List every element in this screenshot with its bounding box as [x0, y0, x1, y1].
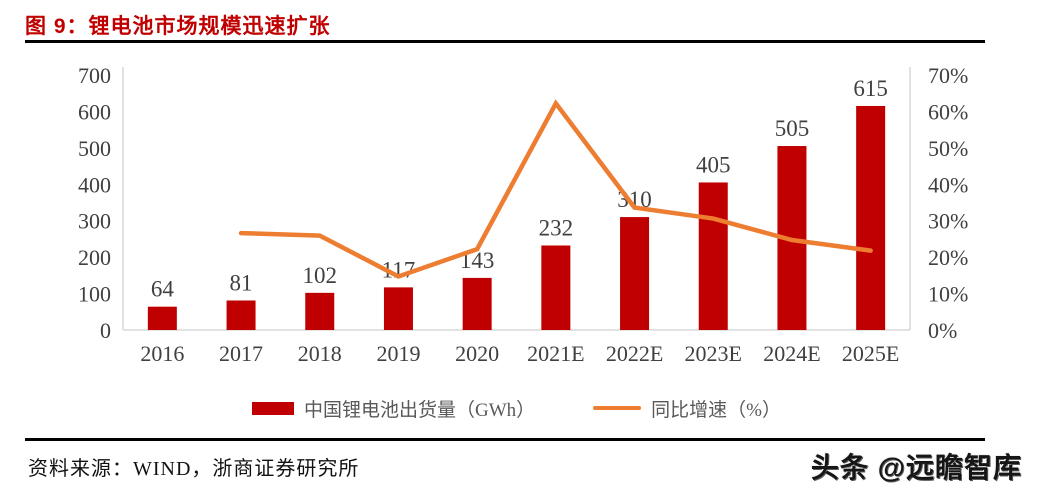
x-axis-label-2021E: 2021E — [527, 341, 584, 366]
x-axis-label-2020: 2020 — [455, 341, 499, 366]
x-axis-label-2019: 2019 — [376, 341, 420, 366]
right-axis-tick-label: 40% — [928, 172, 968, 197]
x-axis-label-2022E: 2022E — [606, 341, 663, 366]
right-axis-tick-label: 70% — [928, 63, 968, 88]
bar-2025E — [856, 105, 886, 330]
bar-value-label: 615 — [853, 76, 888, 101]
chart-legend: 中国锂电池出货量（GWh） 同比增速（%） — [123, 394, 910, 422]
bar-value-label: 81 — [230, 270, 253, 295]
bar-value-label: 405 — [696, 152, 731, 177]
left-axis-tick-label: 700 — [78, 63, 111, 88]
right-axis-tick-label: 50% — [928, 136, 968, 161]
bar-value-label: 102 — [303, 263, 338, 288]
source-divider-line — [25, 438, 985, 441]
line-series-swatch — [593, 406, 642, 410]
chart-svg: 0 100 200 300 400 500 600 700 0% 10% 20% 30% 40% 50% 6… — [78, 63, 968, 366]
bar-2016 — [147, 306, 177, 330]
source-text: 资料来源：WIND，浙商证券研究所 — [28, 458, 360, 480]
right-axis-tick-label: 10% — [928, 282, 968, 307]
left-axis-tick-label: 0 — [100, 318, 111, 343]
bar-2018 — [305, 292, 335, 330]
left-axis-tick-label: 500 — [78, 136, 111, 161]
legend-item-growth: 同比增速（%） — [593, 395, 781, 422]
legend-bar-label: 中国锂电池出货量（GWh） — [304, 399, 536, 421]
title-divider-line — [25, 40, 985, 43]
left-axis-tick-label: 400 — [78, 172, 111, 197]
legend-line-label: 同比增速（%） — [651, 399, 781, 421]
bar-2019 — [383, 287, 413, 330]
x-axis-label-2016: 2016 — [140, 341, 184, 366]
figure-title: 图 9：锂电池市场规模迅速扩张 — [25, 15, 331, 38]
right-axis-tick-label: 30% — [928, 209, 968, 234]
x-axis-label-2025E: 2025E — [842, 341, 899, 366]
x-axis-label-2018: 2018 — [298, 341, 342, 366]
bar-2020 — [462, 277, 492, 330]
x-axis-label-2017: 2017 — [219, 341, 263, 366]
bar-2023E — [698, 182, 728, 330]
bar-2022E — [620, 217, 650, 330]
bar-value-label: 64 — [151, 277, 175, 302]
left-axis-tick-label: 600 — [78, 99, 111, 124]
right-axis-tick-label: 60% — [928, 99, 968, 124]
watermark-toutiao: 头条 @远瞻智库 — [810, 452, 1022, 483]
left-axis-tick-label: 300 — [78, 209, 111, 234]
x-axis-label-2023E: 2023E — [685, 341, 742, 366]
left-axis-tick-label: 200 — [78, 245, 111, 270]
bar-series-swatch — [252, 401, 294, 415]
right-axis-tick-label: 20% — [928, 245, 968, 270]
growth-rate-line — [238, 99, 873, 279]
x-axis-label-2024E: 2024E — [763, 341, 820, 366]
bar-value-label: 505 — [775, 116, 810, 141]
bar-2021E — [541, 245, 571, 330]
right-axis-tick-label: 0% — [928, 318, 957, 343]
bar-value-label: 232 — [539, 215, 574, 240]
legend-item-shipments: 中国锂电池出货量（GWh） — [252, 395, 535, 422]
bar-2017 — [226, 300, 256, 330]
left-axis-tick-label: 100 — [78, 282, 111, 307]
